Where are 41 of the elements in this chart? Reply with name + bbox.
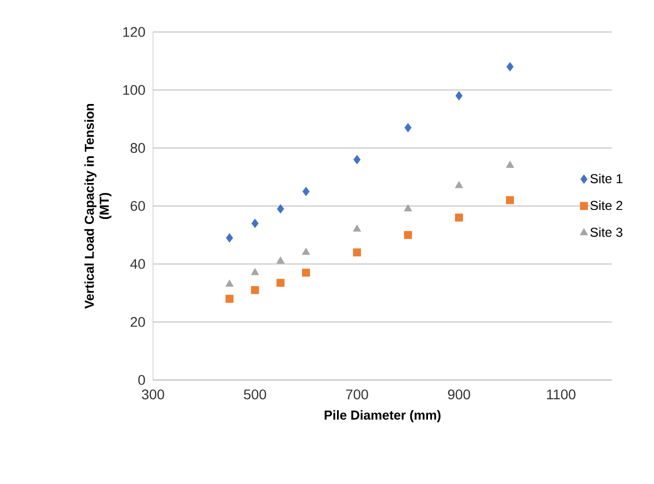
y-tick-label: 40 <box>130 259 145 269</box>
point <box>455 91 463 100</box>
point <box>455 214 463 222</box>
point <box>302 268 310 277</box>
y-tick-label: 120 <box>123 27 145 37</box>
x-tick-label: 300 <box>142 389 164 400</box>
legend-label: Site 2 <box>590 200 622 210</box>
point <box>404 231 412 239</box>
legend-label: Site 3 <box>590 227 622 237</box>
y-tick-label: 60 <box>130 201 145 211</box>
point <box>404 204 412 212</box>
point <box>352 224 362 232</box>
point <box>454 181 464 188</box>
x-tick-label: 900 <box>448 389 470 400</box>
point <box>251 218 259 228</box>
point <box>276 278 284 287</box>
x-axis-title: Pile Diameter (mm) <box>324 410 440 422</box>
point <box>251 286 259 294</box>
y-axis-title: Vertical Load Capacity in Tension (MT) <box>84 104 112 309</box>
point <box>353 154 361 164</box>
point <box>225 280 234 287</box>
point <box>404 123 412 132</box>
x-tick-label: 500 <box>244 389 266 400</box>
point <box>250 268 260 276</box>
y-tick-label: 0 <box>138 375 145 385</box>
point <box>226 233 234 243</box>
x-tick-label: 1100 <box>547 389 576 400</box>
legend-label: Site 1 <box>590 174 622 184</box>
point <box>302 248 310 255</box>
y-tick-label: 100 <box>123 85 145 95</box>
point <box>276 204 284 214</box>
point <box>276 256 285 264</box>
y-tick-label: 80 <box>130 143 145 153</box>
point <box>226 294 234 303</box>
point <box>353 248 361 256</box>
point <box>506 62 514 72</box>
point <box>506 160 514 168</box>
point <box>506 196 514 204</box>
x-tick-label: 700 <box>346 389 368 400</box>
point <box>302 186 310 196</box>
y-tick-label: 20 <box>130 317 145 327</box>
